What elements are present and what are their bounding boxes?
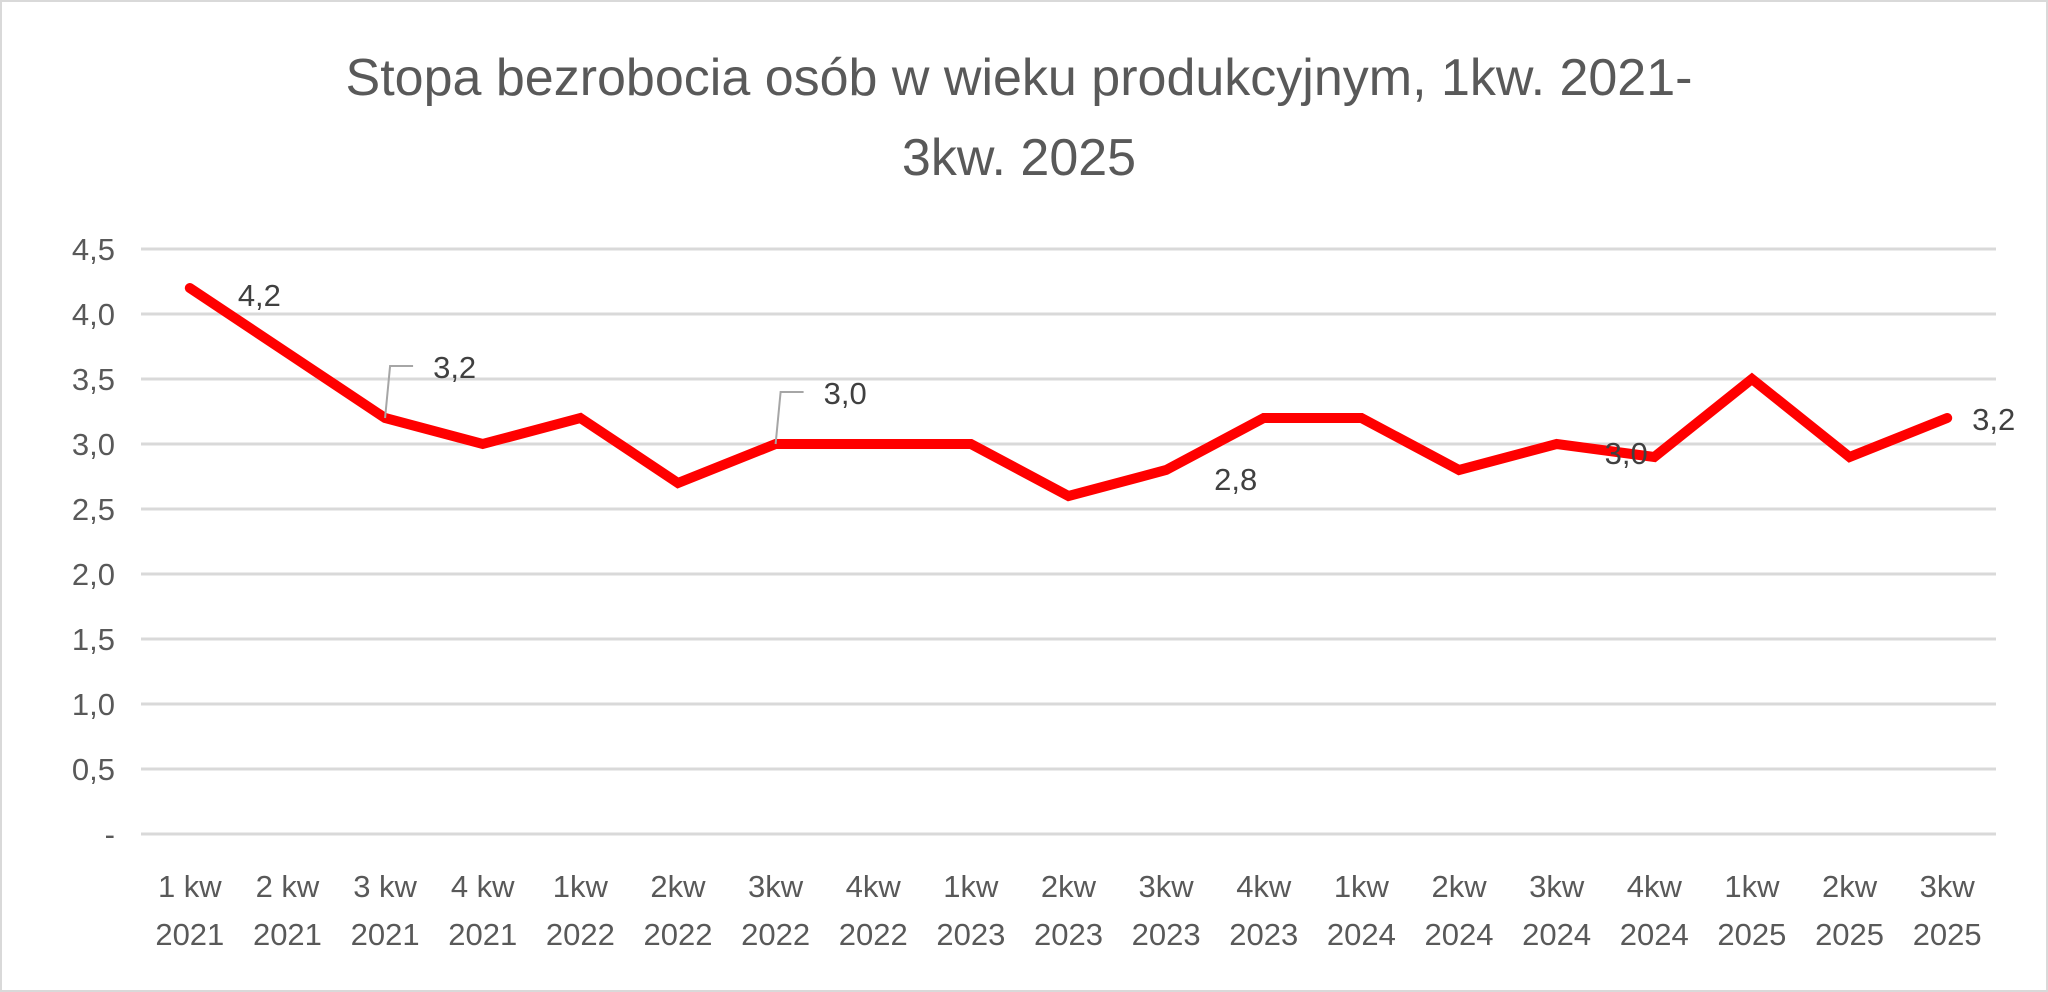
x-tick-label-quarter: 3kw	[748, 869, 804, 904]
x-tick-label-quarter: 2kw	[1822, 869, 1878, 904]
data-label: 2,8	[1214, 462, 1257, 497]
x-tick-label-year: 2021	[448, 917, 517, 952]
y-tick-label: 2,5	[72, 492, 115, 527]
chart-title-line-1: Stopa bezrobocia osób w wieku produkcyjn…	[346, 49, 1693, 107]
x-tick-label-year: 2024	[1327, 917, 1396, 952]
leader-line	[774, 391, 804, 445]
x-tick-label-quarter: 1kw	[1724, 869, 1780, 904]
x-tick-label-quarter: 1kw	[553, 869, 609, 904]
x-tick-label-quarter: 4 kw	[451, 869, 515, 904]
x-tick-label-year: 2023	[936, 917, 1005, 952]
x-tick-label-year: 2022	[741, 917, 810, 952]
x-tick-label-year: 2024	[1620, 917, 1689, 952]
x-tick-label-year: 2024	[1425, 917, 1494, 952]
x-tick-label-quarter: 1kw	[1334, 869, 1390, 904]
chart-title-line-2: 3kw. 2025	[902, 129, 1136, 187]
y-tick-label: 4,5	[72, 232, 115, 267]
x-tick-label-year: 2023	[1229, 917, 1298, 952]
x-tick-label-quarter: 2 kw	[256, 869, 320, 904]
x-tick-label-year: 2023	[1034, 917, 1103, 952]
x-tick-label-quarter: 1 kw	[158, 869, 222, 904]
x-tick-label-year: 2024	[1522, 917, 1591, 952]
y-tick-label: 3,5	[72, 362, 115, 397]
x-tick-label-quarter: 2kw	[1041, 869, 1097, 904]
x-tick-label-year: 2021	[155, 917, 224, 952]
y-tick-label: -	[105, 817, 115, 852]
x-tick-label-quarter: 4kw	[846, 869, 902, 904]
data-label: 4,2	[238, 278, 281, 313]
data-label: 3,0	[1605, 436, 1648, 471]
data-label: 3,2	[433, 350, 476, 385]
x-tick-label-quarter: 3kw	[1139, 869, 1195, 904]
x-tick-label-quarter: 3kw	[1920, 869, 1976, 904]
y-tick-label: 1,5	[72, 622, 115, 657]
y-tick-label: 1,0	[72, 687, 115, 722]
y-tick-label: 0,5	[72, 752, 115, 787]
leader-line	[384, 365, 414, 419]
x-tick-label-year: 2022	[643, 917, 712, 952]
y-tick-label: 2,0	[72, 557, 115, 592]
data-label: 3,0	[824, 376, 867, 411]
x-tick-label-quarter: 2kw	[1431, 869, 1487, 904]
x-tick-label-year: 2021	[253, 917, 322, 952]
x-tick-label-quarter: 4kw	[1627, 869, 1683, 904]
series-line	[184, 283, 1953, 502]
y-tick-label: 4,0	[72, 297, 115, 332]
x-tick-label-year: 2023	[1132, 917, 1201, 952]
x-tick-label-year: 2022	[839, 917, 908, 952]
y-tick-label: 3,0	[72, 427, 115, 462]
data-label: 3,2	[1972, 402, 2015, 437]
x-tick-label-quarter: 2kw	[650, 869, 706, 904]
x-tick-label-quarter: 4kw	[1236, 869, 1292, 904]
x-tick-label-year: 2025	[1815, 917, 1884, 952]
x-tick-label-quarter: 1kw	[943, 869, 999, 904]
x-tick-label-year: 2025	[1913, 917, 1982, 952]
x-tick-label-quarter: 3 kw	[353, 869, 417, 904]
x-tick-label-year: 2021	[351, 917, 420, 952]
x-tick-label-year: 2022	[546, 917, 615, 952]
x-tick-label-quarter: 3kw	[1529, 869, 1585, 904]
x-tick-label-year: 2025	[1717, 917, 1786, 952]
